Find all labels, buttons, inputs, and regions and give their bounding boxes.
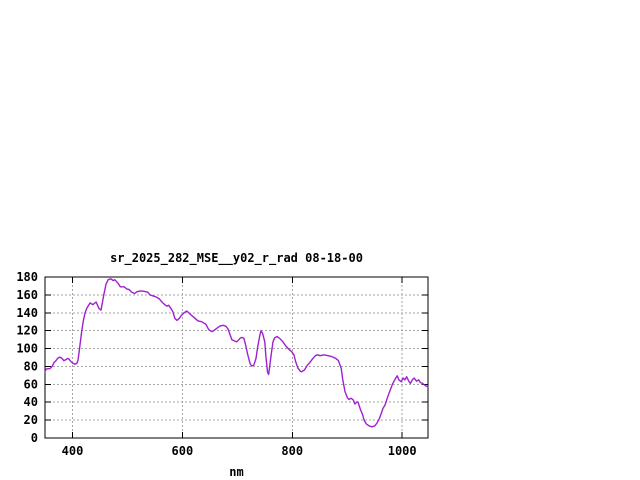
x-tick-label: 800 — [281, 444, 303, 458]
y-tick-label: 40 — [24, 395, 38, 409]
y-tick-label: 140 — [16, 306, 38, 320]
data-series — [44, 278, 429, 428]
tick-labels: 400 600 800 1000 0 20 40 60 80 100 120 140 160 180 — [16, 270, 416, 458]
x-tick-label: 600 — [172, 444, 194, 458]
radiance-curve — [44, 278, 429, 428]
axes — [44, 276, 429, 439]
y-tick-label: 0 — [31, 431, 38, 445]
y-tick-label: 120 — [16, 324, 38, 338]
plot-border — [44, 276, 429, 439]
x-tick-label: 1000 — [388, 444, 417, 458]
y-tick-label: 100 — [16, 342, 38, 356]
y-tick-label: 20 — [24, 413, 38, 427]
y-tick-label: 60 — [24, 377, 38, 391]
y-tick-label: 160 — [16, 288, 38, 302]
x-axis-label: nm — [229, 465, 243, 479]
x-tick-label: 400 — [62, 444, 84, 458]
y-tick-label: 180 — [16, 270, 38, 284]
grid-lines — [45, 277, 428, 438]
y-tick-label: 80 — [24, 359, 38, 373]
chart-title: sr_2025_282_MSE__y02_r_rad 08-18-00 — [110, 251, 363, 266]
